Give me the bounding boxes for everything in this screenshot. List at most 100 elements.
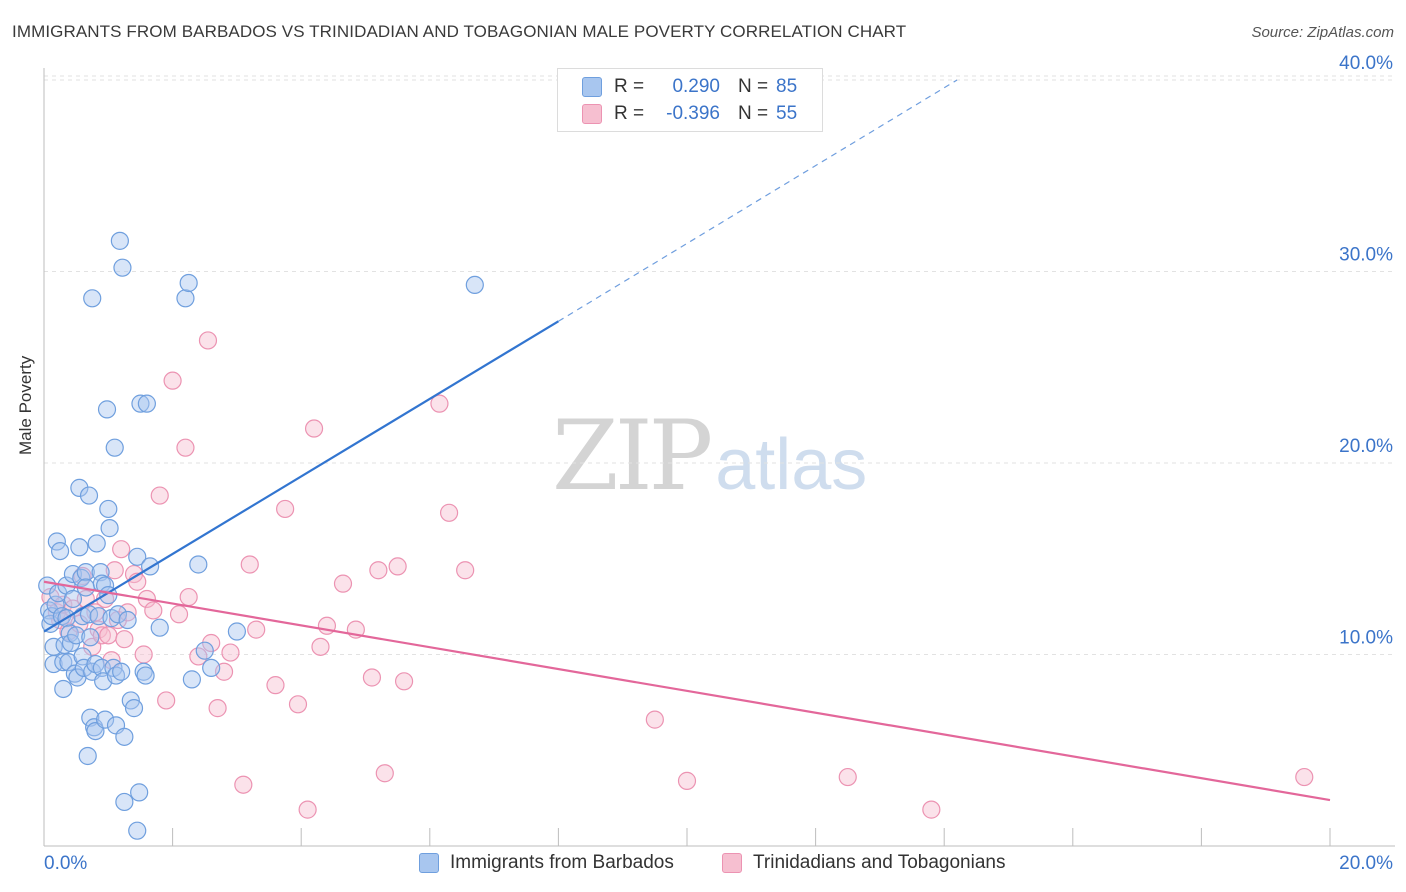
data-point-barbados xyxy=(115,727,134,746)
legend-row-trinidad: R = -0.396 N = 55 xyxy=(582,102,797,126)
data-point-barbados xyxy=(79,486,99,505)
trendline-trinidad xyxy=(43,580,1331,802)
legend-swatch-pink xyxy=(582,104,602,124)
legend-n-value: 55 xyxy=(776,103,798,124)
trendline-barbados-extension xyxy=(558,79,958,322)
data-point-barbados xyxy=(189,555,208,574)
data-point-barbados xyxy=(81,628,100,647)
data-point-trinidad xyxy=(208,699,227,718)
data-point-barbados xyxy=(113,258,132,277)
data-point-trinidad xyxy=(375,764,394,783)
data-point-barbados xyxy=(70,478,89,497)
data-point-trinidad xyxy=(112,540,131,559)
data-point-barbados xyxy=(110,231,129,250)
legend-r-label: R = xyxy=(614,103,645,124)
data-point-trinidad xyxy=(430,394,449,413)
data-point-trinidad xyxy=(108,610,128,630)
data-point-trinidad xyxy=(388,557,407,576)
data-point-trinidad xyxy=(99,626,118,645)
data-point-barbados xyxy=(130,783,149,802)
data-point-trinidad xyxy=(333,574,353,593)
data-point-trinidad xyxy=(288,695,308,714)
chart-title: IMMIGRANTS FROM BARBADOS VS TRINIDADIAN … xyxy=(12,22,907,41)
data-point-trinidad xyxy=(144,601,163,620)
legend-r-value: -0.396 xyxy=(666,103,720,124)
data-point-barbados xyxy=(118,610,137,630)
legend-swatch-blue xyxy=(582,77,602,97)
series-legend: Immigrants from Barbados Trinidadians an… xyxy=(0,852,1406,876)
data-point-trinidad xyxy=(394,672,414,691)
data-point-trinidad xyxy=(369,561,388,580)
x-tick-label: 20.0% xyxy=(1339,853,1393,874)
y-tick-label: 20.0% xyxy=(1339,436,1393,457)
data-point-barbados xyxy=(78,746,97,766)
data-point-barbados xyxy=(137,394,156,413)
watermark-zip: ZIP xyxy=(552,400,713,512)
series-label: Trinidadians and Tobagonians xyxy=(753,852,1006,873)
data-point-trinidad xyxy=(150,486,169,505)
trendline-barbados xyxy=(43,320,559,633)
data-point-barbados xyxy=(87,534,106,553)
y-tick-label: 10.0% xyxy=(1339,628,1393,649)
watermark-atlas: atlas xyxy=(715,425,868,505)
data-point-barbados xyxy=(112,662,131,681)
data-point-barbados xyxy=(99,499,118,519)
data-point-barbados xyxy=(70,538,89,557)
legend-n-value: 85 xyxy=(776,76,798,97)
data-point-trinidad xyxy=(362,668,382,687)
data-point-trinidad xyxy=(247,620,266,639)
data-point-barbados xyxy=(105,438,124,457)
data-point-trinidad xyxy=(198,331,218,350)
data-point-trinidad xyxy=(276,499,295,519)
legend-r-label: R = xyxy=(614,76,645,97)
data-point-barbados xyxy=(124,699,144,718)
data-point-trinidad xyxy=(134,645,153,664)
data-point-trinidad xyxy=(266,676,285,695)
x-tick-label: 0.0% xyxy=(44,853,87,874)
data-point-barbados xyxy=(150,618,169,637)
data-point-trinidad xyxy=(169,605,189,624)
zipatlas-watermark: ZIPatlas xyxy=(552,400,867,512)
data-point-barbados xyxy=(67,626,86,645)
legend-n-label: N = xyxy=(738,103,769,124)
data-point-barbados xyxy=(195,641,214,660)
data-point-trinidad xyxy=(304,419,324,438)
data-point-barbados xyxy=(63,589,83,609)
data-point-trinidad xyxy=(176,438,195,457)
y-axis-label: Male Poverty xyxy=(16,355,35,455)
data-point-trinidad xyxy=(645,710,664,729)
series-swatch-pink xyxy=(722,853,742,873)
series-label: Immigrants from Barbados xyxy=(450,852,674,873)
data-point-trinidad xyxy=(179,587,198,607)
stats-legend: R = 0.290 N = 85 R = -0.396 N = 55 xyxy=(557,68,823,132)
data-point-trinidad xyxy=(234,775,253,794)
data-point-barbados xyxy=(46,595,65,614)
data-point-trinidad xyxy=(1295,767,1314,787)
data-point-barbados xyxy=(465,275,484,295)
data-point-trinidad xyxy=(311,637,330,656)
data-point-barbados xyxy=(100,519,119,538)
legend-n-label: N = xyxy=(738,76,769,97)
data-point-barbados xyxy=(54,679,73,699)
series-legend-barbados: Immigrants from Barbados xyxy=(419,852,674,874)
data-point-barbados xyxy=(131,394,150,413)
source-label: Source: ZipAtlas.com xyxy=(1251,24,1394,41)
data-point-barbados xyxy=(179,273,198,293)
data-point-trinidad xyxy=(221,643,240,662)
data-point-barbados xyxy=(108,605,128,624)
series-legend-trinidad: Trinidadians and Tobagonians xyxy=(722,852,1005,874)
data-point-barbados xyxy=(136,666,155,685)
data-point-barbados xyxy=(182,670,201,689)
data-point-trinidad xyxy=(439,503,459,522)
legend-row-barbados: R = 0.290 N = 85 xyxy=(582,75,797,99)
data-point-barbados xyxy=(176,289,195,308)
data-point-barbados xyxy=(128,821,147,840)
data-point-trinidad xyxy=(922,800,941,819)
data-point-barbados xyxy=(91,563,110,582)
data-point-barbados xyxy=(60,624,79,643)
data-point-trinidad xyxy=(92,626,111,645)
data-point-barbados xyxy=(47,532,66,551)
data-point-barbados xyxy=(42,607,61,626)
data-point-barbados xyxy=(128,547,147,566)
